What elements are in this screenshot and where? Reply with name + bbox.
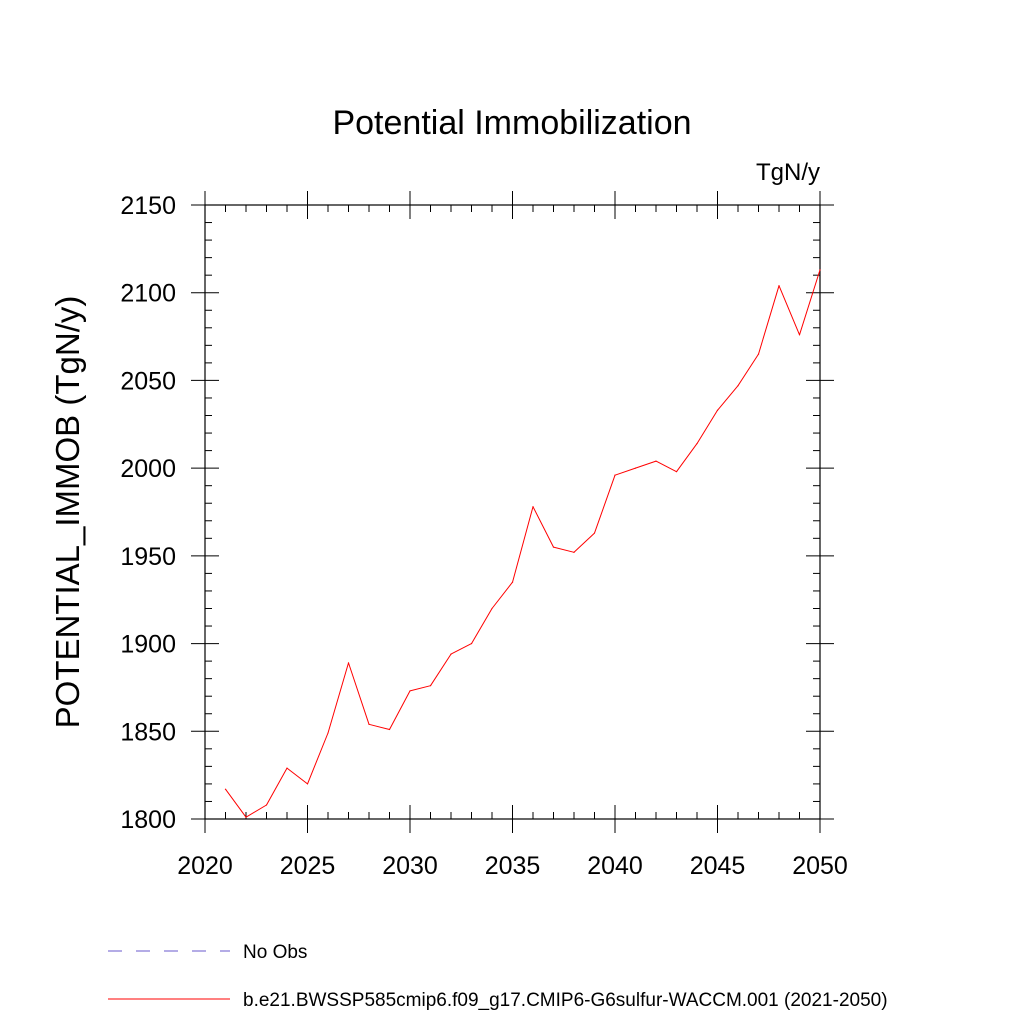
data-point	[737, 385, 739, 387]
axis-ticks	[191, 191, 834, 833]
x-tick-label: 2020	[177, 852, 233, 880]
data-point	[819, 269, 821, 271]
x-tick-label: 2030	[382, 852, 438, 880]
x-tick-label: 2025	[280, 852, 336, 880]
y-tick-label: 1850	[120, 718, 176, 746]
x-tick-label: 2045	[690, 852, 746, 880]
data-point	[757, 353, 760, 355]
data-point	[327, 732, 329, 734]
y-tick-label: 2050	[120, 367, 176, 395]
data-point	[409, 690, 411, 692]
plot-frame	[204, 204, 821, 820]
y-axis-label: POTENTIAL_IMMOB (TgN/y)	[49, 296, 86, 729]
chart-title: Potential Immobilization	[332, 104, 691, 142]
data-point	[716, 409, 719, 411]
data-point	[511, 581, 514, 583]
data-point	[286, 767, 288, 769]
x-tick-label: 2050	[792, 852, 848, 880]
legend-label: No Obs	[243, 942, 307, 963]
x-tick-label: 2035	[485, 852, 541, 880]
series-layer	[224, 269, 821, 818]
data-point	[634, 467, 637, 469]
data-point	[675, 471, 678, 473]
y-tick-label: 2150	[120, 192, 176, 220]
data-point	[778, 285, 780, 287]
y-tick-label: 1800	[120, 806, 176, 834]
series-line	[225, 269, 821, 818]
units-label: TgN/y	[756, 159, 820, 186]
y-tick-label: 1950	[120, 543, 176, 571]
data-point	[593, 532, 596, 534]
data-point	[552, 546, 555, 548]
data-point	[368, 723, 370, 725]
y-tick-label: 1900	[120, 631, 176, 659]
data-point	[265, 804, 268, 806]
data-point	[470, 642, 473, 645]
y-tick-label: 2100	[120, 280, 176, 308]
data-point	[306, 783, 309, 785]
data-point	[696, 442, 698, 445]
y-tick-label: 2000	[120, 455, 176, 483]
data-point	[614, 474, 616, 476]
legend: No Obs b.e21.BWSSP585cmip6.f09_g17.CMIP6-…	[108, 942, 888, 1011]
data-point	[655, 460, 657, 462]
data-point	[573, 551, 575, 553]
data-point	[532, 506, 534, 508]
legend-label: b.e21.BWSSP585cmip6.f09_g17.CMIP6-G6sulf…	[243, 990, 888, 1011]
data-point	[798, 334, 801, 336]
data-point	[388, 728, 391, 731]
axis-tick-labels: 2020 2025 2030 2035 2040 2045 2050 1800 1850 1900…	[120, 192, 847, 880]
data-point	[429, 685, 432, 687]
data-point	[450, 653, 452, 655]
x-tick-label: 2040	[587, 852, 643, 880]
data-point	[491, 607, 493, 610]
data-point	[245, 816, 247, 818]
data-point	[347, 662, 350, 664]
data-point	[224, 788, 227, 790]
